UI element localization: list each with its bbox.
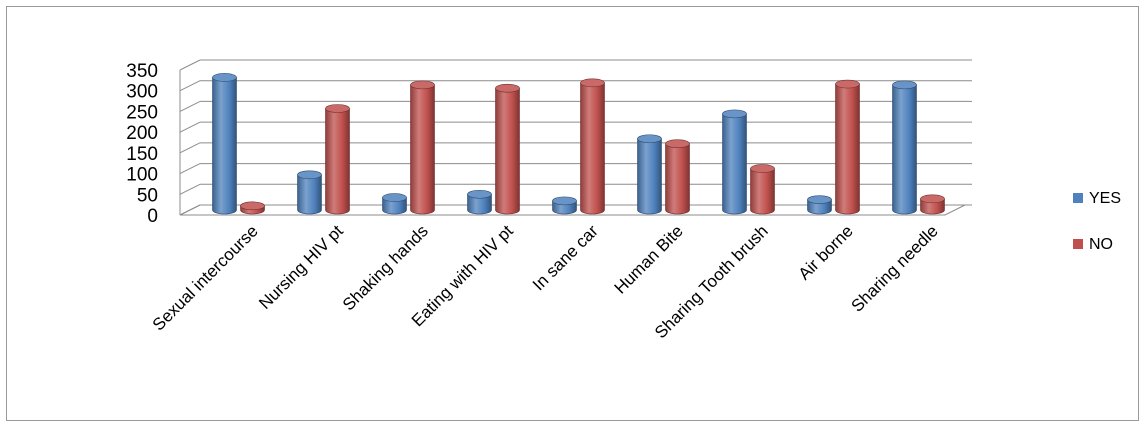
y-tick-label: 50 bbox=[137, 185, 158, 206]
bar-no-shaking-hands bbox=[410, 80, 435, 215]
bar-yes-in-sane-car bbox=[552, 196, 577, 215]
bars bbox=[212, 73, 945, 215]
bar-no-sharing-tooth-brush bbox=[750, 164, 775, 215]
y-tick-label: 350 bbox=[126, 61, 158, 82]
legend-swatch-yes bbox=[1073, 193, 1083, 203]
x-tick-label-human-bite: Human Bite bbox=[611, 221, 687, 297]
x-tick-label-shaking-hands: Shaking hands bbox=[339, 221, 432, 314]
y-tick-label: 200 bbox=[126, 123, 158, 144]
gridline-side bbox=[179, 121, 201, 133]
gridline-side bbox=[179, 100, 201, 112]
x-tick-label-sexual-intercourse: Sexual intercourse bbox=[149, 221, 262, 334]
gridline-side bbox=[179, 204, 201, 216]
bar-yes-nursing-hiv-pt bbox=[297, 170, 322, 215]
bar-no-air-borne bbox=[835, 79, 860, 215]
legend: YES NO bbox=[1073, 190, 1121, 253]
x-tick-label-air-borne: Air borne bbox=[795, 221, 857, 283]
bar-yes-shaking-hands bbox=[382, 193, 407, 215]
x-tick-label-sharing-needle: Sharing needle bbox=[848, 221, 942, 315]
gridline-side bbox=[179, 59, 201, 71]
bar-no-eating-with-hiv-pt bbox=[495, 83, 520, 215]
bar-no-human-bite bbox=[665, 139, 690, 215]
legend-label-yes: YES bbox=[1089, 190, 1121, 207]
bar-no-sharing-needle bbox=[920, 194, 945, 215]
y-tick-label: 250 bbox=[126, 102, 158, 123]
legend-swatch-no bbox=[1073, 239, 1083, 249]
y-tick-label: 150 bbox=[126, 144, 158, 165]
y-tick-label: 100 bbox=[126, 165, 158, 186]
bar-no-sexual-intercourse bbox=[240, 201, 265, 215]
bar-no-in-sane-car bbox=[580, 78, 605, 215]
y-tick-label: 0 bbox=[147, 206, 158, 227]
gridline-side bbox=[179, 142, 201, 154]
bar-yes-air-borne bbox=[807, 195, 832, 215]
y-tick-label: 300 bbox=[126, 82, 158, 103]
x-tick-label-in-sane-car: In sane car bbox=[529, 221, 602, 294]
chart-frame bbox=[6, 6, 1139, 421]
legend-label-no: NO bbox=[1089, 236, 1113, 253]
bar-no-nursing-hiv-pt bbox=[325, 104, 350, 215]
bar-yes-human-bite bbox=[637, 134, 662, 215]
bar-yes-sexual-intercourse bbox=[212, 73, 237, 215]
bar-yes-sharing-tooth-brush bbox=[722, 109, 747, 215]
gridline-side bbox=[179, 163, 201, 175]
gridline-side bbox=[179, 80, 201, 92]
bar-yes-sharing-needle bbox=[892, 80, 917, 215]
gridline-side bbox=[179, 183, 201, 195]
x-tick-label-nursing-hiv-pt: Nursing HIV pt bbox=[255, 221, 347, 313]
bar-yes-eating-with-hiv-pt bbox=[467, 189, 492, 215]
